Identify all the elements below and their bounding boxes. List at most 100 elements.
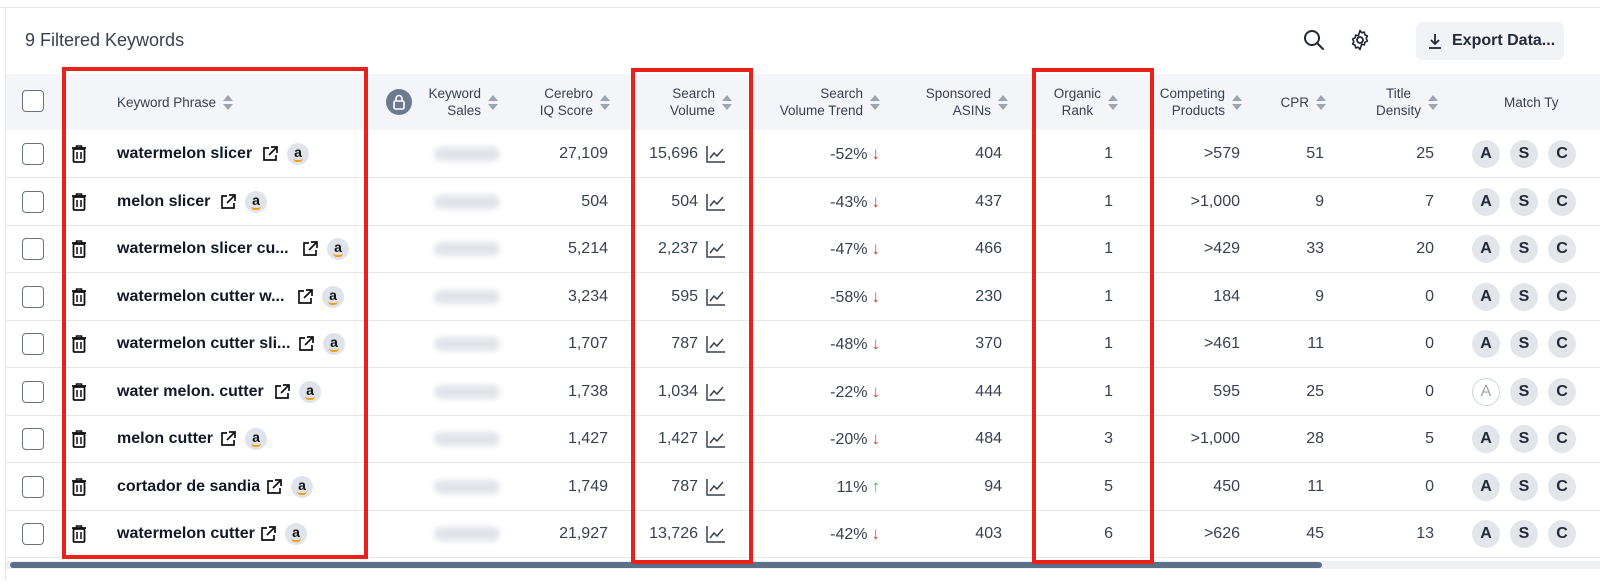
match-badge-a[interactable]: A (1472, 188, 1500, 216)
row-checkbox[interactable] (22, 238, 44, 260)
external-link-icon[interactable] (301, 240, 319, 258)
trash-icon[interactable] (70, 429, 88, 449)
match-badge-s[interactable]: S (1510, 283, 1538, 311)
keyword-link[interactable]: watermelon cutter sli... (117, 335, 291, 352)
external-link-icon[interactable] (273, 383, 291, 401)
amazon-icon[interactable]: a (299, 381, 321, 403)
match-badge-a[interactable]: A (1472, 520, 1500, 548)
match-badge-c[interactable]: C (1548, 140, 1576, 168)
external-link-icon[interactable] (259, 525, 277, 543)
trend-chart-icon[interactable] (706, 525, 726, 543)
match-badge-c[interactable]: C (1548, 378, 1576, 406)
match-badge-s[interactable]: S (1510, 188, 1538, 216)
trend-chart-icon[interactable] (706, 478, 726, 496)
trash-icon[interactable] (70, 192, 88, 212)
match-badge-s[interactable]: S (1510, 425, 1538, 453)
keyword-link[interactable]: watermelon slicer cu... (117, 240, 289, 257)
header-cpr[interactable]: CPR (1260, 74, 1326, 130)
header-keyword-phrase[interactable]: Keyword Phrase (117, 74, 317, 130)
select-all-checkbox[interactable] (22, 90, 44, 112)
header-cerebro-iq-score[interactable]: Cerebro IQ Score (520, 74, 610, 130)
keyword-link[interactable]: melon slicer (117, 193, 211, 210)
row-checkbox[interactable] (22, 523, 44, 545)
external-link-icon[interactable] (296, 288, 314, 306)
match-badge-a[interactable]: A (1472, 378, 1500, 406)
row-checkbox[interactable] (22, 428, 44, 450)
match-badge-c[interactable]: C (1548, 473, 1576, 501)
header-organic-rank[interactable]: Organic Rank (1030, 74, 1118, 130)
match-badge-c[interactable]: C (1548, 520, 1576, 548)
match-badge-c[interactable]: C (1548, 283, 1576, 311)
row-checkbox[interactable] (22, 476, 44, 498)
match-badge-s[interactable]: S (1510, 330, 1538, 358)
horizontal-scrollbar-thumb[interactable] (10, 562, 1322, 568)
external-link-icon[interactable] (265, 478, 283, 496)
external-link-icon[interactable] (219, 193, 237, 211)
header-competing-products[interactable]: Competing Products (1140, 74, 1242, 130)
trash-icon[interactable] (70, 239, 88, 259)
export-data-button[interactable]: Export Data... (1416, 22, 1564, 60)
header-search-volume-trend[interactable]: Search Volume Trend (760, 74, 880, 130)
match-badge-c[interactable]: C (1548, 235, 1576, 263)
match-badge-a[interactable]: A (1472, 235, 1500, 263)
header-search-volume[interactable]: Search Volume (640, 74, 732, 130)
amazon-icon[interactable]: a (245, 191, 267, 213)
external-link-icon[interactable] (297, 335, 315, 353)
trend-chart-icon[interactable] (706, 335, 726, 353)
trash-icon[interactable] (70, 524, 88, 544)
header-match-type[interactable]: Match Ty (1504, 74, 1600, 130)
search-icon[interactable] (1302, 28, 1326, 52)
header-sponsored-asins[interactable]: Sponsored ASINs (900, 74, 1008, 130)
competing-products: 450 (1213, 478, 1240, 495)
trash-icon[interactable] (70, 477, 88, 497)
row-checkbox[interactable] (22, 381, 44, 403)
row-checkbox[interactable] (22, 286, 44, 308)
row-checkbox[interactable] (22, 191, 44, 213)
trend-chart-icon[interactable] (706, 430, 726, 448)
lock-icon[interactable] (386, 89, 412, 115)
trash-icon[interactable] (70, 382, 88, 402)
row-checkbox[interactable] (22, 143, 44, 165)
keyword-link[interactable]: cortador de sandia (117, 478, 261, 495)
match-badge-a[interactable]: A (1472, 283, 1500, 311)
amazon-icon[interactable]: a (291, 476, 313, 498)
keyword-link[interactable]: water melon. cutter (117, 383, 264, 400)
trash-icon[interactable] (70, 334, 88, 354)
trash-icon[interactable] (70, 287, 88, 307)
external-link-icon[interactable] (261, 145, 279, 163)
match-badge-s[interactable]: S (1510, 520, 1538, 548)
trend-chart-icon[interactable] (706, 288, 726, 306)
trend-chart-icon[interactable] (706, 193, 726, 211)
trend-chart-icon[interactable] (706, 145, 726, 163)
header-keyword-sales[interactable]: Keyword Sales (410, 74, 498, 130)
match-badge-s[interactable]: S (1510, 140, 1538, 168)
amazon-icon[interactable]: a (322, 286, 344, 308)
match-badge-c[interactable]: C (1548, 330, 1576, 358)
search-volume-trend: -43% ↓ (760, 191, 880, 213)
row-checkbox[interactable] (22, 333, 44, 355)
amazon-icon[interactable]: a (327, 238, 349, 260)
trash-icon[interactable] (70, 144, 88, 164)
external-link-icon[interactable] (219, 430, 237, 448)
amazon-icon[interactable]: a (245, 428, 267, 450)
keyword-link[interactable]: watermelon cutter w... (117, 288, 285, 305)
amazon-icon[interactable]: a (287, 143, 309, 165)
keyword-link[interactable]: melon cutter (117, 430, 214, 447)
header-title-density[interactable]: Title Density (1350, 74, 1438, 130)
keyword-link[interactable]: watermelon slicer (117, 145, 253, 162)
gear-icon[interactable] (1348, 28, 1372, 52)
amazon-icon[interactable]: a (285, 523, 307, 545)
match-badge-s[interactable]: S (1510, 235, 1538, 263)
match-badge-c[interactable]: C (1548, 425, 1576, 453)
match-badge-s[interactable]: S (1510, 473, 1538, 501)
trend-chart-icon[interactable] (706, 383, 726, 401)
keyword-link[interactable]: watermelon cutter (117, 525, 255, 542)
match-badge-c[interactable]: C (1548, 188, 1576, 216)
match-badge-a[interactable]: A (1472, 473, 1500, 501)
match-badge-a[interactable]: A (1472, 140, 1500, 168)
match-badge-s[interactable]: S (1510, 378, 1538, 406)
match-badge-a[interactable]: A (1472, 425, 1500, 453)
match-badge-a[interactable]: A (1472, 330, 1500, 358)
amazon-icon[interactable]: a (323, 333, 345, 355)
trend-chart-icon[interactable] (706, 240, 726, 258)
